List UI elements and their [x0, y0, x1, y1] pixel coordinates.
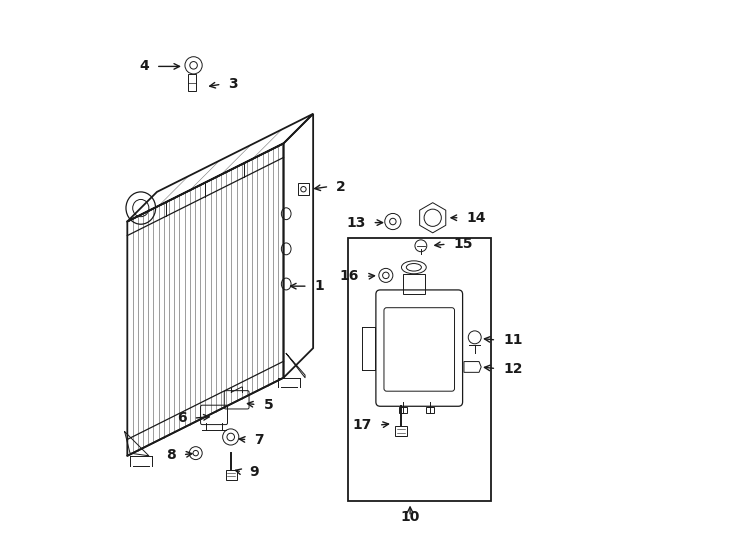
Text: 12: 12 — [504, 362, 523, 375]
Bar — [395, 426, 407, 436]
Text: 13: 13 — [346, 215, 366, 230]
Bar — [402, 274, 425, 294]
Text: 10: 10 — [401, 510, 420, 524]
Text: 7: 7 — [255, 433, 264, 447]
Text: 4: 4 — [139, 59, 149, 73]
Text: 2: 2 — [336, 179, 346, 193]
Text: 5: 5 — [264, 397, 273, 411]
Text: 1: 1 — [315, 279, 324, 293]
Text: 11: 11 — [504, 333, 523, 347]
Text: 14: 14 — [467, 211, 486, 225]
Bar — [399, 407, 407, 413]
Text: 3: 3 — [228, 77, 239, 91]
Text: 8: 8 — [166, 448, 176, 462]
Bar — [426, 407, 434, 413]
Text: 6: 6 — [177, 411, 186, 425]
Text: 15: 15 — [454, 237, 473, 251]
Text: 16: 16 — [340, 269, 359, 284]
Bar — [348, 238, 491, 501]
Bar — [297, 183, 309, 195]
Text: 17: 17 — [352, 418, 372, 432]
Bar — [188, 74, 196, 91]
Bar — [226, 470, 236, 480]
Text: 9: 9 — [249, 465, 258, 479]
